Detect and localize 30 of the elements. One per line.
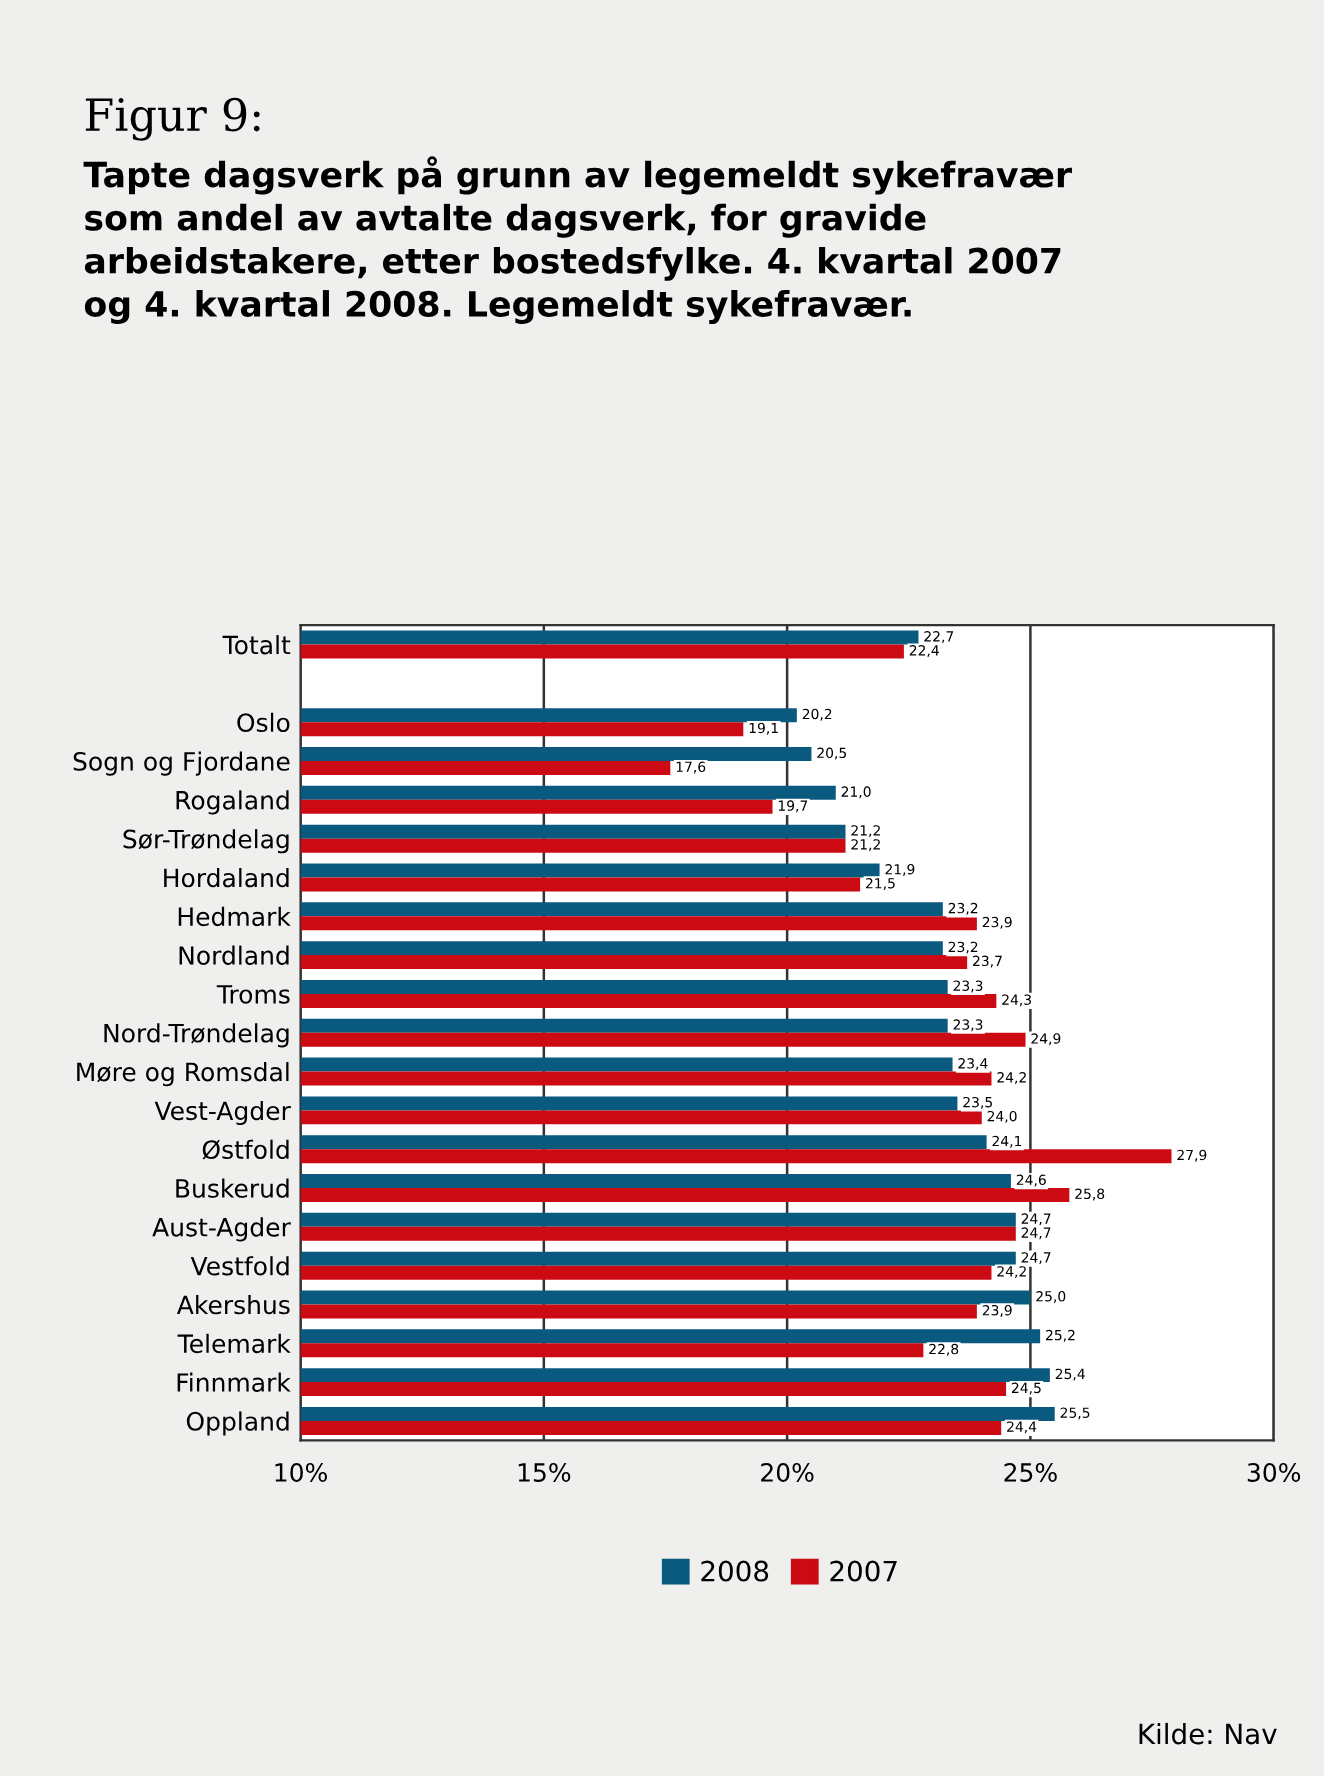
legend-label: 2007 bbox=[830, 1560, 897, 1582]
legend-label: 2008 bbox=[701, 1560, 769, 1582]
y-tick-label: Østfold bbox=[202, 1139, 289, 1160]
y-tick-label: Vest-Agder bbox=[154, 1100, 291, 1126]
y-tick-label: Finnmark bbox=[177, 1372, 291, 1392]
chart-title: Figur 9: bbox=[85, 97, 260, 141]
x-tick-label: 25% bbox=[1004, 1463, 1057, 1482]
chart-subtitle: Tapte dagsverk på grunn av legemeldt sykefravær som andel av avtalte dagsverk, for gravide arbeidstakere, etter bostedsfylke. 4. kvartal 2007 og 4. kvartal 2008. Legemeldt sykefravær. bbox=[83, 156, 1072, 324]
y-tick-label: Totalt bbox=[222, 635, 291, 655]
y-tick-label: Sør-Trøndelag bbox=[123, 829, 289, 854]
y-tick-label: Akershus bbox=[176, 1294, 290, 1315]
y-tick-label: Sogn og Fjordane bbox=[73, 751, 290, 776]
y-tick-label: Telemark bbox=[177, 1333, 291, 1354]
y-tick-label: Vestfold bbox=[190, 1256, 289, 1276]
y-tick-label: Oslo bbox=[237, 712, 290, 733]
y-tick-label: Nordland bbox=[179, 945, 289, 965]
y-tick-label: Aust-Agder bbox=[152, 1217, 291, 1242]
x-tick-label: 30% bbox=[1247, 1463, 1301, 1482]
y-tick-label: Troms bbox=[216, 985, 290, 1004]
x-tick-label: 10% bbox=[275, 1463, 327, 1482]
y-tick-label: Møre og Romsdal bbox=[77, 1062, 289, 1087]
y-tick-label: Buskerud bbox=[176, 1178, 289, 1198]
y-tick-label: Hordaland bbox=[164, 867, 289, 888]
x-tick-label: 15% bbox=[518, 1463, 571, 1482]
y-tick-label: Oppland bbox=[186, 1411, 289, 1436]
x-tick-label: 20% bbox=[761, 1463, 814, 1482]
text: Kilde: Nav bbox=[1139, 1722, 1277, 1745]
y-tick-label: Rogaland bbox=[176, 790, 289, 815]
y-tick-label: Nord-Trøndelag bbox=[104, 1023, 289, 1048]
y-tick-label: Hedmark bbox=[178, 906, 291, 927]
